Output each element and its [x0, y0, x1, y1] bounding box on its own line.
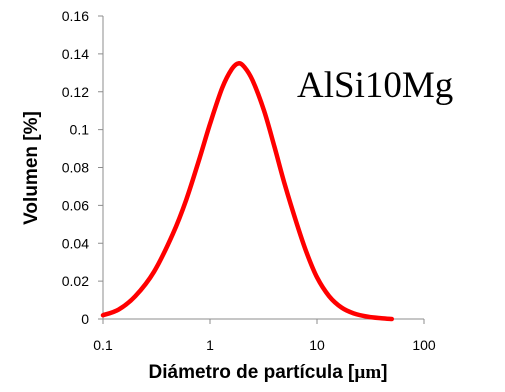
chart-annotation: AlSi10Mg — [297, 65, 453, 106]
y-tick-label: 0.04 — [62, 235, 89, 251]
y-tick-label: 0 — [81, 311, 89, 327]
y-axis-label: Volumen [%] — [21, 111, 42, 225]
x-tick-label: 100 — [412, 337, 436, 353]
ticks: 0 0.02 0.04 0.06 0.08 0.1 0.12 0.14 0.16 0.1 1 10 10… — [62, 8, 436, 353]
y-tick-label: 0.1 — [70, 122, 90, 138]
x-axis-label-text: Diámetro de partícula [ — [149, 362, 356, 383]
y-tick-label: 0.12 — [62, 84, 89, 100]
x-axis-label-close: ] — [381, 362, 387, 383]
y-tick-label: 0.02 — [62, 273, 89, 289]
y-tick-label: 0.08 — [62, 160, 89, 176]
y-tick-label: 0.06 — [62, 197, 89, 213]
x-tick-label: 10 — [309, 337, 325, 353]
series — [100, 61, 395, 322]
x-tick-label: 1 — [206, 337, 214, 353]
series-line — [100, 61, 395, 322]
y-tick-label: 0.14 — [62, 46, 89, 62]
x-axis-label-unit: µm — [354, 362, 381, 383]
x-axis-label: Diámetro de partícula [µm] — [149, 362, 388, 383]
x-tick-label: 0.1 — [93, 337, 113, 353]
y-tick-label: 0.16 — [62, 8, 89, 24]
